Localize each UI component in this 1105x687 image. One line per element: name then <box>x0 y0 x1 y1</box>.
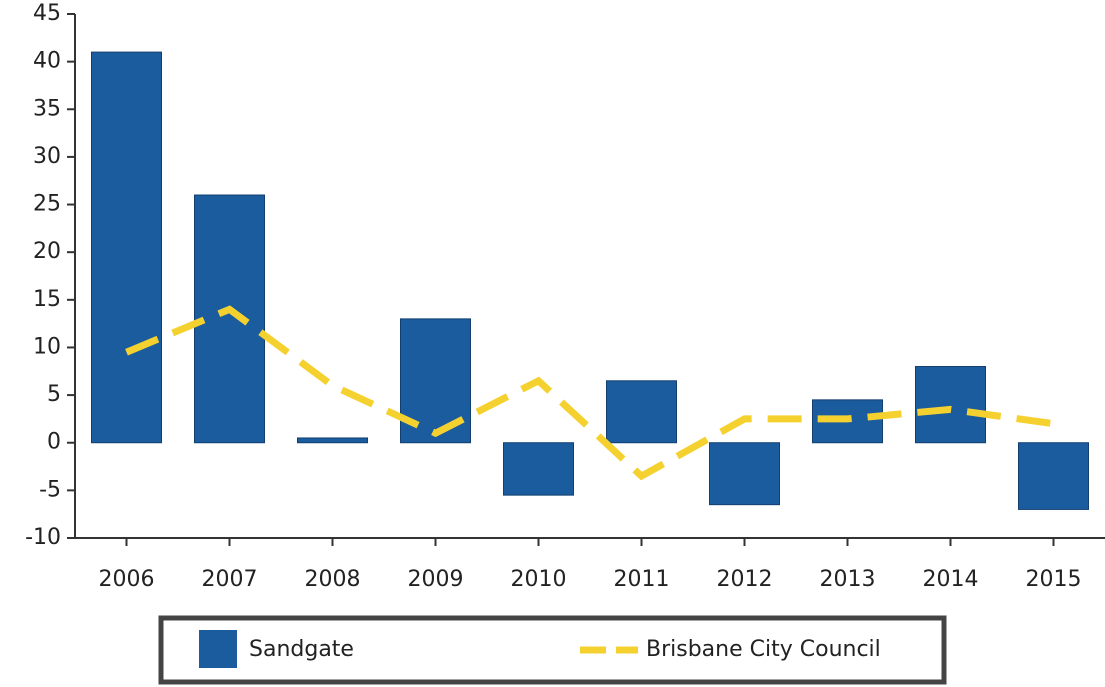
y-tick-label: 15 <box>33 287 61 312</box>
legend-swatch <box>199 630 237 668</box>
x-tick-label: 2013 <box>820 567 876 592</box>
x-tick-label: 2007 <box>202 567 258 592</box>
x-tick-label: 2014 <box>923 567 979 592</box>
y-tick-label: 5 <box>47 382 61 407</box>
bar <box>194 194 265 444</box>
x-tick-label: 2006 <box>99 567 155 592</box>
x-tick-label: 2011 <box>614 567 670 592</box>
y-tick-label: 10 <box>33 334 61 359</box>
bar <box>915 366 986 444</box>
x-tick-label: 2009 <box>408 567 464 592</box>
bar <box>606 380 677 444</box>
y-tick-label: 30 <box>33 144 61 169</box>
bar <box>503 442 574 496</box>
line <box>125 305 1054 481</box>
y-tick-label: -10 <box>25 525 61 550</box>
y-tick-label: 40 <box>33 49 61 74</box>
bar <box>709 442 780 506</box>
bar <box>297 437 368 444</box>
y-tick-label: 25 <box>33 192 61 217</box>
legend-label: Brisbane City Council <box>646 637 881 662</box>
legend-label: Sandgate <box>249 637 354 662</box>
x-tick-label: 2010 <box>511 567 567 592</box>
y-tick-label: 45 <box>33 1 61 26</box>
x-tick-label: 2015 <box>1026 567 1082 592</box>
x-tick-label: 2008 <box>305 567 361 592</box>
bar <box>1018 442 1089 510</box>
y-tick-label: 35 <box>33 96 61 121</box>
y-tick-label: -5 <box>39 477 61 502</box>
x-tick-label: 2012 <box>717 567 773 592</box>
y-tick-label: 0 <box>47 430 61 455</box>
legend-box <box>158 615 947 685</box>
y-tick-label: 20 <box>33 239 61 264</box>
bar <box>91 51 162 444</box>
